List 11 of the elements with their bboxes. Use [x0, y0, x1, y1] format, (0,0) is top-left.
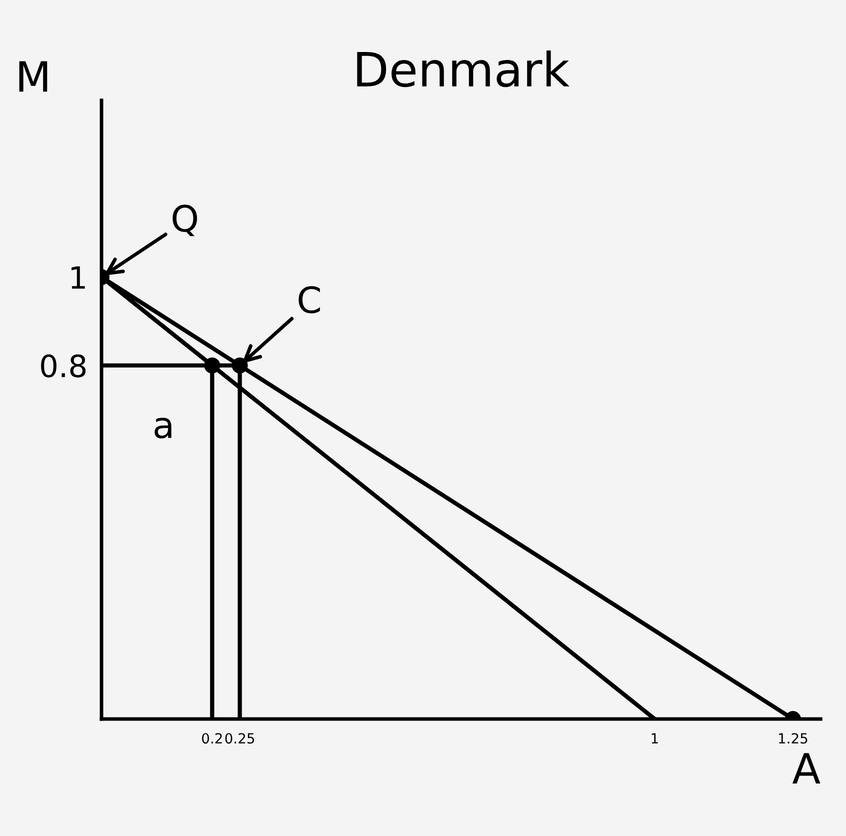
y-axis-title: M	[19, 61, 48, 92]
chart-title: Denmark	[357, 50, 570, 88]
annotation: C	[298, 286, 320, 314]
x-tick-label: 0.25	[225, 733, 254, 744]
annotation: a	[154, 418, 172, 438]
annotation: Q	[172, 204, 198, 236]
x-axis-title: A	[792, 753, 820, 784]
y-tick-label: 0.8	[41, 354, 86, 378]
x-tick-label: 1.25	[779, 733, 808, 744]
x-tick-label: 0.2	[202, 733, 222, 744]
x-tick-label: 1	[652, 733, 658, 744]
